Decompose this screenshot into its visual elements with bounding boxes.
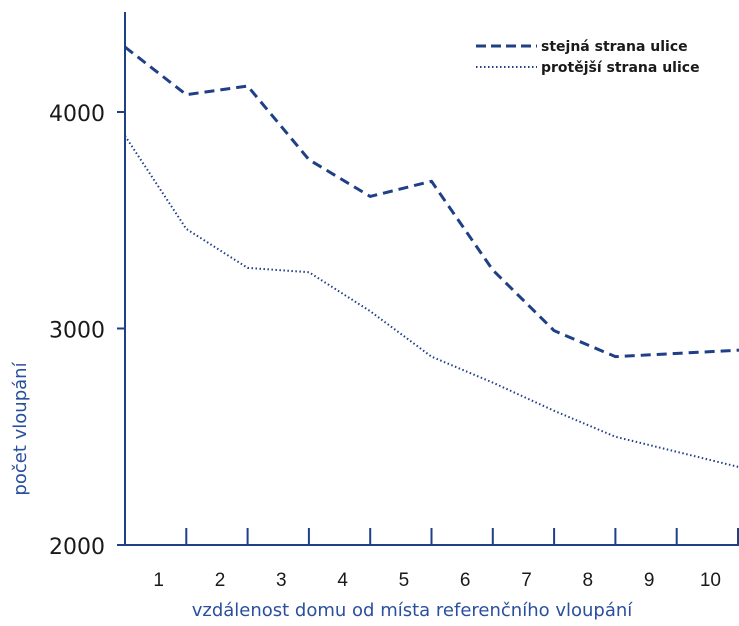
y-ticks: 2000 3000 4000 bbox=[49, 102, 125, 560]
x-tick-label: 2 bbox=[215, 570, 226, 591]
y-tick-label: 2000 bbox=[49, 535, 105, 560]
x-axis-title: vzdálenost domu od místa referenčního vl… bbox=[192, 600, 634, 621]
x-tick-label: 9 bbox=[644, 570, 655, 591]
x-tick-label: 4 bbox=[337, 570, 348, 591]
x-tick-label: 7 bbox=[521, 570, 532, 591]
series-line-same-side bbox=[124, 45, 739, 359]
x-tick-label: 5 bbox=[399, 570, 410, 591]
x-tick-label: 6 bbox=[460, 570, 471, 591]
x-axis: 1 2 3 4 5 6 7 8 9 10 bbox=[125, 528, 739, 591]
series-lines bbox=[124, 45, 739, 469]
y-tick-label: 4000 bbox=[49, 102, 105, 127]
x-ticks: 1 2 3 4 5 6 7 8 9 10 bbox=[153, 528, 739, 591]
legend-label-opposite-side: protější strana ulice bbox=[541, 60, 700, 76]
x-tick-label: 1 bbox=[153, 570, 164, 591]
x-tick-label: 10 bbox=[700, 570, 721, 591]
x-tick-label: 3 bbox=[276, 570, 287, 591]
series-line-opposite-side bbox=[124, 135, 739, 469]
x-tick-label: 8 bbox=[583, 570, 594, 591]
y-tick-label: 3000 bbox=[49, 319, 105, 344]
y-axis: 2000 3000 4000 bbox=[49, 12, 126, 560]
y-axis-title: počet vloupání bbox=[10, 361, 31, 495]
legend-label-same-side: stejná strana ulice bbox=[541, 39, 688, 55]
legend: stejná strana ulice protější strana ulic… bbox=[476, 39, 700, 76]
